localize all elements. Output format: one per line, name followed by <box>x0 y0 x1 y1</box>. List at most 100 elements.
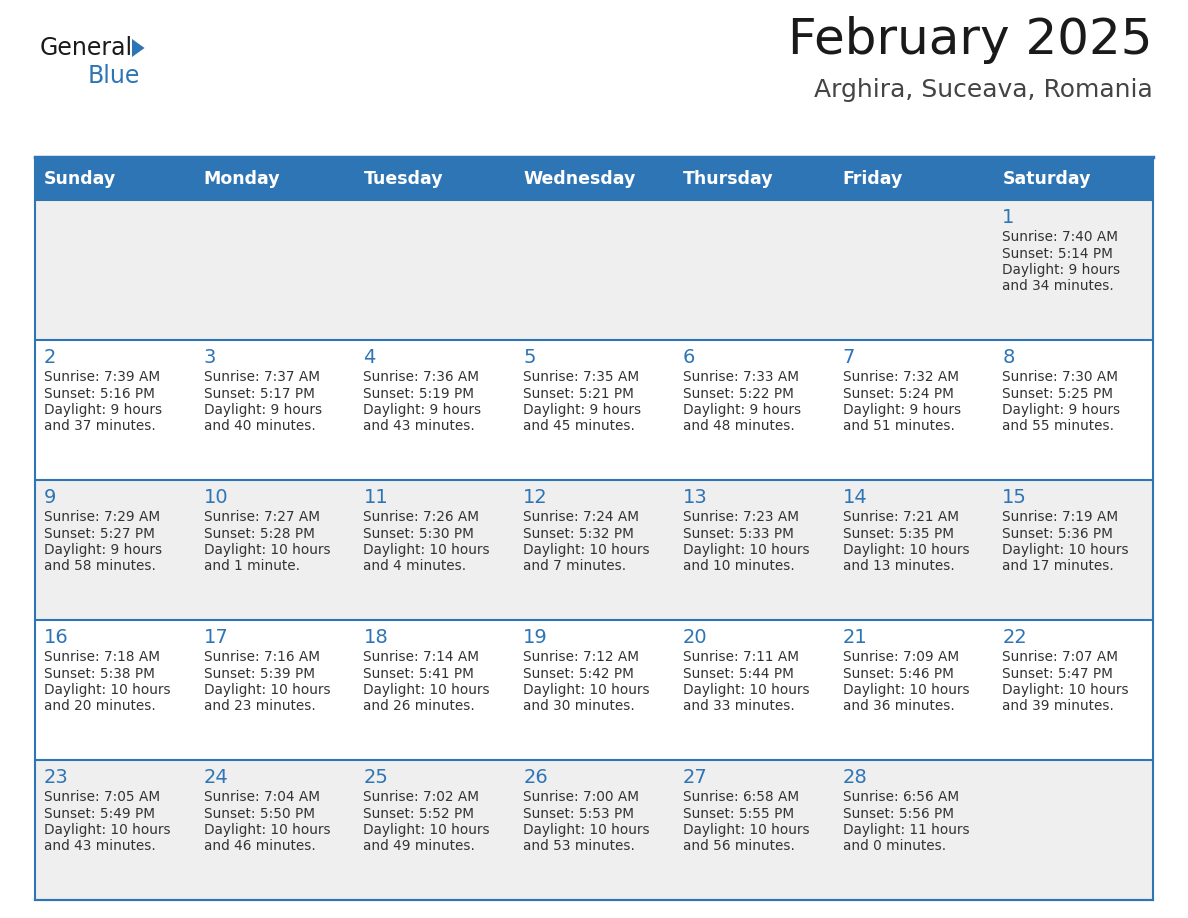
Text: Daylight: 10 hours: Daylight: 10 hours <box>364 823 491 837</box>
Bar <box>514 158 674 200</box>
Text: and 10 minutes.: and 10 minutes. <box>683 559 795 574</box>
Text: and 40 minutes.: and 40 minutes. <box>203 420 316 433</box>
Text: 13: 13 <box>683 488 708 507</box>
Text: 24: 24 <box>203 768 228 787</box>
Text: Sunset: 5:32 PM: Sunset: 5:32 PM <box>523 527 634 541</box>
Text: Daylight: 10 hours: Daylight: 10 hours <box>842 683 969 697</box>
Text: Sunrise: 7:33 AM: Sunrise: 7:33 AM <box>683 370 798 384</box>
Bar <box>34 620 1154 760</box>
Bar <box>34 158 195 200</box>
Text: Sunset: 5:35 PM: Sunset: 5:35 PM <box>842 527 954 541</box>
Text: Sunrise: 7:12 AM: Sunrise: 7:12 AM <box>523 650 639 664</box>
Text: 9: 9 <box>44 488 56 507</box>
Text: 11: 11 <box>364 488 388 507</box>
Text: Sunset: 5:14 PM: Sunset: 5:14 PM <box>1003 247 1113 261</box>
Text: Daylight: 10 hours: Daylight: 10 hours <box>842 543 969 557</box>
Text: 7: 7 <box>842 348 855 367</box>
Text: Sunset: 5:30 PM: Sunset: 5:30 PM <box>364 527 474 541</box>
Bar <box>195 158 354 200</box>
Text: Arghira, Suceava, Romania: Arghira, Suceava, Romania <box>814 78 1154 102</box>
Text: Wednesday: Wednesday <box>523 170 636 188</box>
Text: 3: 3 <box>203 348 216 367</box>
Text: Sunrise: 7:24 AM: Sunrise: 7:24 AM <box>523 510 639 524</box>
Text: Daylight: 9 hours: Daylight: 9 hours <box>1003 403 1120 417</box>
Text: Daylight: 10 hours: Daylight: 10 hours <box>203 683 330 697</box>
Text: Daylight: 10 hours: Daylight: 10 hours <box>683 543 809 557</box>
Text: Friday: Friday <box>842 170 903 188</box>
Text: 12: 12 <box>523 488 548 507</box>
Text: Daylight: 9 hours: Daylight: 9 hours <box>203 403 322 417</box>
Text: Sunset: 5:47 PM: Sunset: 5:47 PM <box>1003 666 1113 680</box>
Text: and 23 minutes.: and 23 minutes. <box>203 700 316 713</box>
Text: Sunrise: 7:19 AM: Sunrise: 7:19 AM <box>1003 510 1118 524</box>
Text: Sunrise: 7:32 AM: Sunrise: 7:32 AM <box>842 370 959 384</box>
Bar <box>34 760 1154 900</box>
Text: and 49 minutes.: and 49 minutes. <box>364 839 475 854</box>
Text: 10: 10 <box>203 488 228 507</box>
Text: Daylight: 9 hours: Daylight: 9 hours <box>683 403 801 417</box>
Text: Sunrise: 7:21 AM: Sunrise: 7:21 AM <box>842 510 959 524</box>
Text: and 13 minutes.: and 13 minutes. <box>842 559 954 574</box>
Text: and 34 minutes.: and 34 minutes. <box>1003 279 1114 294</box>
Text: Sunset: 5:24 PM: Sunset: 5:24 PM <box>842 386 954 400</box>
Text: Daylight: 10 hours: Daylight: 10 hours <box>523 683 650 697</box>
Bar <box>34 340 1154 480</box>
Text: and 51 minutes.: and 51 minutes. <box>842 420 954 433</box>
Text: 21: 21 <box>842 628 867 647</box>
Text: Sunrise: 7:35 AM: Sunrise: 7:35 AM <box>523 370 639 384</box>
Text: Sunrise: 7:26 AM: Sunrise: 7:26 AM <box>364 510 480 524</box>
Text: Daylight: 9 hours: Daylight: 9 hours <box>364 403 481 417</box>
Text: Thursday: Thursday <box>683 170 773 188</box>
Text: and 7 minutes.: and 7 minutes. <box>523 559 626 574</box>
Text: Daylight: 10 hours: Daylight: 10 hours <box>1003 683 1129 697</box>
Text: Sunset: 5:52 PM: Sunset: 5:52 PM <box>364 807 474 821</box>
Text: Daylight: 9 hours: Daylight: 9 hours <box>523 403 642 417</box>
Text: Daylight: 10 hours: Daylight: 10 hours <box>203 543 330 557</box>
Text: 17: 17 <box>203 628 228 647</box>
Text: Sunset: 5:49 PM: Sunset: 5:49 PM <box>44 807 154 821</box>
Text: and 55 minutes.: and 55 minutes. <box>1003 420 1114 433</box>
Text: 25: 25 <box>364 768 388 787</box>
Text: and 36 minutes.: and 36 minutes. <box>842 700 954 713</box>
Text: Sunset: 5:28 PM: Sunset: 5:28 PM <box>203 527 315 541</box>
Text: Sunrise: 7:30 AM: Sunrise: 7:30 AM <box>1003 370 1118 384</box>
Text: Sunset: 5:27 PM: Sunset: 5:27 PM <box>44 527 154 541</box>
Text: 8: 8 <box>1003 348 1015 367</box>
Text: 19: 19 <box>523 628 548 647</box>
Text: and 43 minutes.: and 43 minutes. <box>364 420 475 433</box>
Text: and 56 minutes.: and 56 minutes. <box>683 839 795 854</box>
Text: Daylight: 10 hours: Daylight: 10 hours <box>44 683 171 697</box>
Text: 22: 22 <box>1003 628 1028 647</box>
Text: General: General <box>40 36 133 60</box>
Text: 1: 1 <box>1003 208 1015 227</box>
Text: Sunrise: 7:36 AM: Sunrise: 7:36 AM <box>364 370 480 384</box>
Text: Sunset: 5:39 PM: Sunset: 5:39 PM <box>203 666 315 680</box>
Text: Daylight: 10 hours: Daylight: 10 hours <box>44 823 171 837</box>
Text: Sunrise: 7:07 AM: Sunrise: 7:07 AM <box>1003 650 1118 664</box>
Text: and 46 minutes.: and 46 minutes. <box>203 839 316 854</box>
Text: Daylight: 10 hours: Daylight: 10 hours <box>523 823 650 837</box>
Text: Daylight: 10 hours: Daylight: 10 hours <box>683 683 809 697</box>
Text: Daylight: 10 hours: Daylight: 10 hours <box>364 543 491 557</box>
Text: Sunrise: 7:14 AM: Sunrise: 7:14 AM <box>364 650 480 664</box>
Text: Sunset: 5:41 PM: Sunset: 5:41 PM <box>364 666 474 680</box>
Text: and 0 minutes.: and 0 minutes. <box>842 839 946 854</box>
Text: Sunset: 5:25 PM: Sunset: 5:25 PM <box>1003 386 1113 400</box>
Text: Sunset: 5:36 PM: Sunset: 5:36 PM <box>1003 527 1113 541</box>
Text: 20: 20 <box>683 628 708 647</box>
Text: and 20 minutes.: and 20 minutes. <box>44 700 156 713</box>
Text: and 30 minutes.: and 30 minutes. <box>523 700 634 713</box>
Text: Sunset: 5:55 PM: Sunset: 5:55 PM <box>683 807 794 821</box>
Text: and 45 minutes.: and 45 minutes. <box>523 420 636 433</box>
Text: 23: 23 <box>44 768 69 787</box>
Text: and 26 minutes.: and 26 minutes. <box>364 700 475 713</box>
Text: Sunrise: 7:39 AM: Sunrise: 7:39 AM <box>44 370 160 384</box>
Text: Daylight: 11 hours: Daylight: 11 hours <box>842 823 969 837</box>
Text: 18: 18 <box>364 628 388 647</box>
Text: 26: 26 <box>523 768 548 787</box>
Text: Daylight: 9 hours: Daylight: 9 hours <box>1003 263 1120 277</box>
Text: Sunday: Sunday <box>44 170 116 188</box>
Bar <box>993 158 1154 200</box>
Text: Sunset: 5:16 PM: Sunset: 5:16 PM <box>44 386 154 400</box>
Text: Sunrise: 7:27 AM: Sunrise: 7:27 AM <box>203 510 320 524</box>
